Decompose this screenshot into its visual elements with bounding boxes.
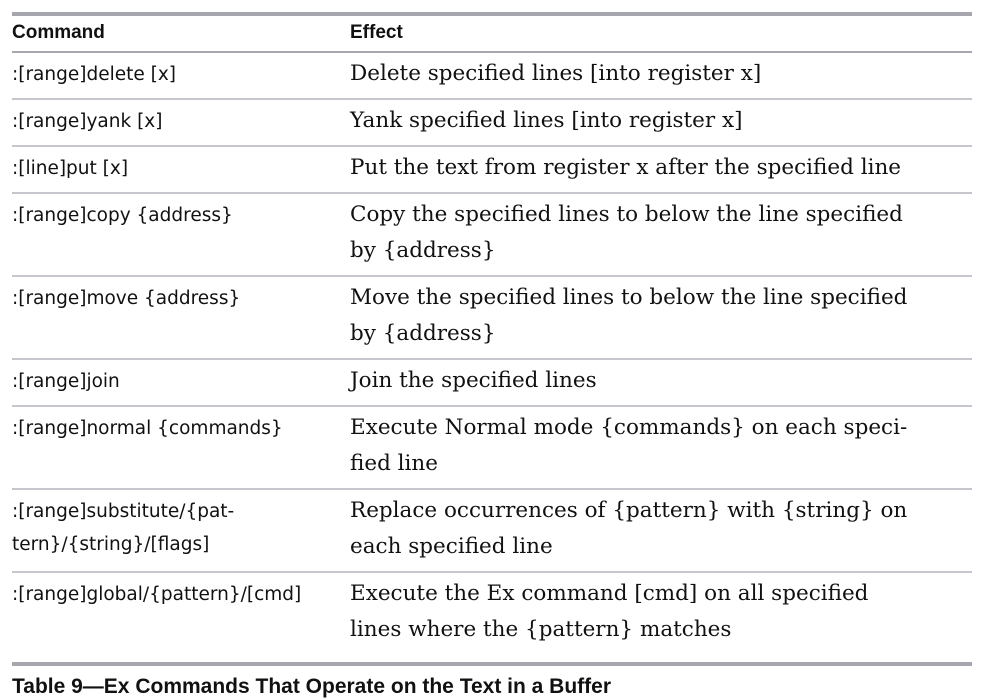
command-cell: :[range]yank [x]	[12, 99, 350, 147]
effect-text: Move the specified lines to below the li…	[350, 285, 908, 310]
table-row: :[range]delete [x] Delete specified lines…	[12, 52, 972, 100]
effect-text: Delete specified lines [into register x]	[350, 61, 762, 86]
effect-text: Replace occurrences of {pattern} with {s…	[350, 498, 908, 523]
top-rule	[12, 12, 972, 16]
table-row: :[range]normal {commands} Execute Normal …	[12, 406, 972, 490]
command-cell: :[range]global/{pattern}/[cmd]	[12, 572, 350, 654]
table-row: :[range]join Join the specified lines	[12, 359, 972, 407]
command-text: :[range]move {address}	[12, 288, 241, 309]
header-row: Command Effect	[12, 16, 972, 53]
effect-text: Join the specified lines	[350, 368, 597, 393]
command-text: :[range]delete [x]	[12, 64, 177, 85]
command-cell: :[range]normal {commands}	[12, 406, 350, 490]
column-header-effect: Effect	[350, 16, 972, 53]
table-row: :[line]put [x] Put the text from register…	[12, 146, 972, 194]
table-caption: Table 9—Ex Commands That Operate on the …	[12, 675, 611, 698]
table-row: :[range]move {address} Move the specified…	[12, 276, 972, 360]
effect-text: Put the text from register x after the s…	[350, 155, 902, 180]
command-text: :[range]global/{pattern}/[cmd]	[12, 584, 302, 605]
table-row: :[range]yank [x] Yank specified lines [in…	[12, 99, 972, 147]
effect-cell: Replace occurrences of {pattern} with {s…	[350, 489, 972, 573]
effect-text: fied line	[350, 451, 438, 476]
command-cell: :[range]move {address}	[12, 276, 350, 360]
command-cell: :[line]put [x]	[12, 146, 350, 194]
effect-text: lines where the {pattern} matches	[350, 617, 732, 642]
command-cell: :[range]join	[12, 359, 350, 407]
table-row: :[range]substitute/{pat-tern}/{string}/[…	[12, 489, 972, 573]
command-cell: :[range]delete [x]	[12, 52, 350, 100]
command-text: :[range]substitute/{pat-	[12, 501, 235, 522]
ex-commands-table: Command Effect :[range]delete [x] Delete …	[12, 16, 972, 654]
effect-text: Execute the Ex command [cmd] on all spec…	[350, 581, 869, 606]
column-header-command: Command	[12, 16, 350, 53]
command-text: tern}/{string}/[flags]	[12, 534, 210, 555]
effect-cell: Execute Normal mode {commands} on each s…	[350, 406, 972, 490]
command-text: :[range]normal {commands}	[12, 418, 283, 439]
bottom-rule	[12, 662, 972, 666]
command-cell: :[range]copy {address}	[12, 193, 350, 277]
command-text: :[range]join	[12, 371, 120, 392]
effect-text: Copy the specified lines to below the li…	[350, 202, 903, 227]
effect-cell: Execute the Ex command [cmd] on all spec…	[350, 572, 972, 654]
effect-cell: Copy the specified lines to below the li…	[350, 193, 972, 277]
table-row: :[range]copy {address} Copy the specified…	[12, 193, 972, 277]
command-text: :[range]yank [x]	[12, 111, 163, 132]
command-text: :[range]copy {address}	[12, 205, 233, 226]
effect-text: each specified line	[350, 534, 553, 559]
effect-cell: Put the text from register x after the s…	[350, 146, 972, 194]
command-text: :[line]put [x]	[12, 158, 129, 179]
effect-text: by {address}	[350, 238, 496, 263]
effect-cell: Delete specified lines [into register x]	[350, 52, 972, 100]
effect-cell: Move the specified lines to below the li…	[350, 276, 972, 360]
table-row: :[range]global/{pattern}/[cmd] Execute th…	[12, 572, 972, 654]
page: Command Effect :[range]delete [x] Delete …	[12, 12, 972, 700]
command-cell: :[range]substitute/{pat-tern}/{string}/[…	[12, 489, 350, 573]
effect-text: Yank specified lines [into register x]	[350, 108, 743, 133]
effect-cell: Join the specified lines	[350, 359, 972, 407]
effect-cell: Yank specified lines [into register x]	[350, 99, 972, 147]
effect-text: Execute Normal mode {commands} on each s…	[350, 415, 908, 440]
effect-text: by {address}	[350, 321, 496, 346]
